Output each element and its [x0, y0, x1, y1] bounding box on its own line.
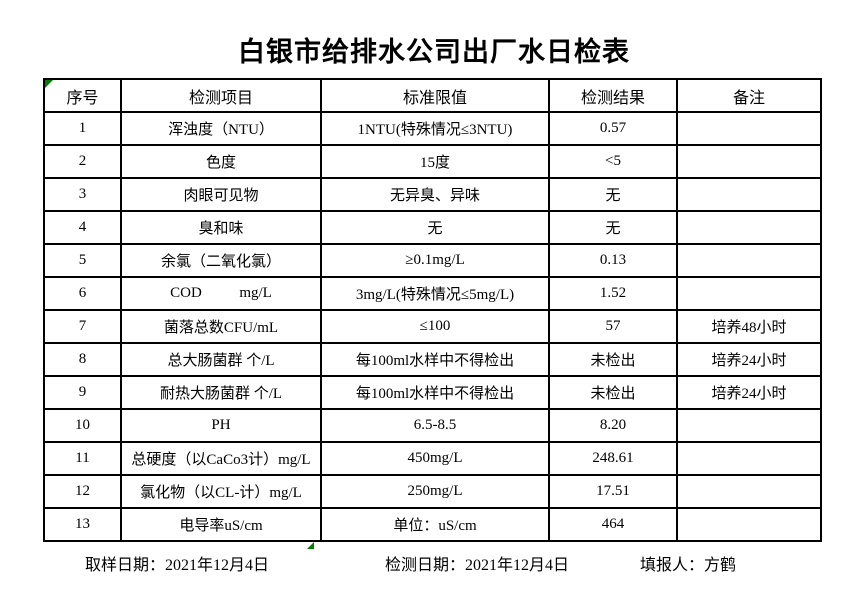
limit-cell: 单位：uS/cm — [320, 507, 550, 542]
limit-cell: 15度 — [320, 144, 550, 179]
page-title: 白银市给排水公司出厂水日检表 — [238, 37, 630, 67]
item-cell: 菌落总数CFU/mL — [120, 309, 322, 344]
row-no-cell: 9 — [43, 375, 122, 410]
item-cell: 色度 — [120, 144, 322, 179]
result-cell: <5 — [548, 144, 678, 179]
limit-cell: 无异臭、异味 — [320, 177, 550, 212]
col-header-result: 检测结果 — [548, 78, 678, 113]
result-cell: 1.52 — [548, 276, 678, 311]
remark-cell — [676, 474, 822, 509]
limit-cell: 1NTU(特殊情况≤3NTU) — [320, 111, 550, 146]
table-row: 5 余氯（二氧化氯） ≥0.1mg/L 0.13 — [43, 243, 822, 278]
result-cell: 0.57 — [548, 111, 678, 146]
remark-cell — [676, 243, 822, 278]
row-no-cell: 7 — [43, 309, 122, 344]
row-no-cell: 8 — [43, 342, 122, 377]
col-header-remark: 备注 — [676, 78, 822, 113]
item-cell: 电导率uS/cm — [120, 507, 322, 542]
remark-cell: 培养48小时 — [676, 309, 822, 344]
limit-cell: ≤100 — [320, 309, 550, 344]
result-cell: 464 — [548, 507, 678, 542]
row-no-cell: 6 — [43, 276, 122, 311]
limit-cell: 450mg/L — [320, 441, 550, 476]
result-cell: 248.61 — [548, 441, 678, 476]
item-cell: PH — [120, 408, 322, 443]
remark-cell — [676, 408, 822, 443]
result-cell: 8.20 — [548, 408, 678, 443]
row-no-cell: 10 — [43, 408, 122, 443]
item-cell: 臭和味 — [120, 210, 322, 245]
table-row: 13 电导率uS/cm 单位：uS/cm 464 — [43, 507, 822, 542]
remark-cell — [676, 177, 822, 212]
table-row: 3 肉眼可见物 无异臭、异味 无 — [43, 177, 822, 212]
col-header-no: 序号 — [43, 78, 122, 113]
table-row: 12 氯化物（以CL-计）mg/L 250mg/L 17.51 — [43, 474, 822, 509]
item-cell: 肉眼可见物 — [120, 177, 322, 212]
result-cell: 未检出 — [548, 375, 678, 410]
remark-cell — [676, 210, 822, 245]
row-no-cell: 13 — [43, 507, 122, 542]
remark-cell: 培养24小时 — [676, 342, 822, 377]
result-cell: 0.13 — [548, 243, 678, 278]
table-row: 8 总大肠菌群 个/L 每100ml水样中不得检出 未检出 培养24小时 — [43, 342, 822, 377]
limit-cell: 3mg/L(特殊情况≤5mg/L) — [320, 276, 550, 311]
item-cell: 氯化物（以CL-计）mg/L — [120, 474, 322, 509]
excel-corner-triangle-icon — [307, 542, 314, 549]
reporter-name: 填报人：方鹤 — [640, 557, 737, 574]
sampling-date: 取样日期：2021年12月4日 — [85, 557, 270, 574]
table-row: 1 浑浊度（NTU） 1NTU(特殊情况≤3NTU) 0.57 — [43, 111, 822, 146]
limit-cell: ≥0.1mg/L — [320, 243, 550, 278]
table-row: 6 COD mg/L 3mg/L(特殊情况≤5mg/L) 1.52 — [43, 276, 822, 311]
remark-cell — [676, 507, 822, 542]
remark-cell — [676, 441, 822, 476]
result-cell: 17.51 — [548, 474, 678, 509]
header-row: 序号 检测项目 标准限值 检测结果 备注 — [43, 78, 822, 113]
remark-cell: 培养24小时 — [676, 375, 822, 410]
row-no-cell: 2 — [43, 144, 122, 179]
row-no-cell: 1 — [43, 111, 122, 146]
row-no-cell: 4 — [43, 210, 122, 245]
limit-cell: 250mg/L — [320, 474, 550, 509]
item-cell: 浑浊度（NTU） — [120, 111, 322, 146]
table-row: 9 耐热大肠菌群 个/L 每100ml水样中不得检出 未检出 培养24小时 — [43, 375, 822, 410]
result-cell: 57 — [548, 309, 678, 344]
item-cell: 耐热大肠菌群 个/L — [120, 375, 322, 410]
col-header-item: 检测项目 — [120, 78, 322, 113]
daily-inspection-table: 序号 检测项目 标准限值 检测结果 备注 1 浑浊度（NTU） 1NTU(特殊情… — [43, 78, 822, 542]
table-row: 4 臭和味 无 无 — [43, 210, 822, 245]
result-cell: 未检出 — [548, 342, 678, 377]
limit-cell: 无 — [320, 210, 550, 245]
remark-cell — [676, 111, 822, 146]
row-no-cell: 12 — [43, 474, 122, 509]
limit-cell: 每100ml水样中不得检出 — [320, 342, 550, 377]
testing-date: 检测日期：2021年12月4日 — [385, 557, 570, 574]
table-row: 7 菌落总数CFU/mL ≤100 57 培养48小时 — [43, 309, 822, 344]
result-cell: 无 — [548, 210, 678, 245]
inspection-table: 序号 检测项目 标准限值 检测结果 备注 1 浑浊度（NTU） 1NTU(特殊情… — [43, 78, 822, 549]
limit-cell: 每100ml水样中不得检出 — [320, 375, 550, 410]
row-no-cell: 3 — [43, 177, 122, 212]
table-row: 11 总硬度（以CaCo3计）mg/L 450mg/L 248.61 — [43, 441, 822, 476]
table-row: 2 色度 15度 <5 — [43, 144, 822, 179]
table-row: 10 PH 6.5-8.5 8.20 — [43, 408, 822, 443]
item-cell: 总硬度（以CaCo3计）mg/L — [120, 441, 322, 476]
item-cell: 余氯（二氧化氯） — [120, 243, 322, 278]
remark-cell — [676, 144, 822, 179]
excel-corner-triangle-icon — [45, 80, 53, 88]
item-cell: 总大肠菌群 个/L — [120, 342, 322, 377]
col-header-limit: 标准限值 — [320, 78, 550, 113]
row-no-cell: 5 — [43, 243, 122, 278]
item-cell: COD mg/L — [120, 276, 322, 311]
remark-cell — [676, 276, 822, 311]
row-no-cell: 11 — [43, 441, 122, 476]
limit-cell: 6.5-8.5 — [320, 408, 550, 443]
result-cell: 无 — [548, 177, 678, 212]
